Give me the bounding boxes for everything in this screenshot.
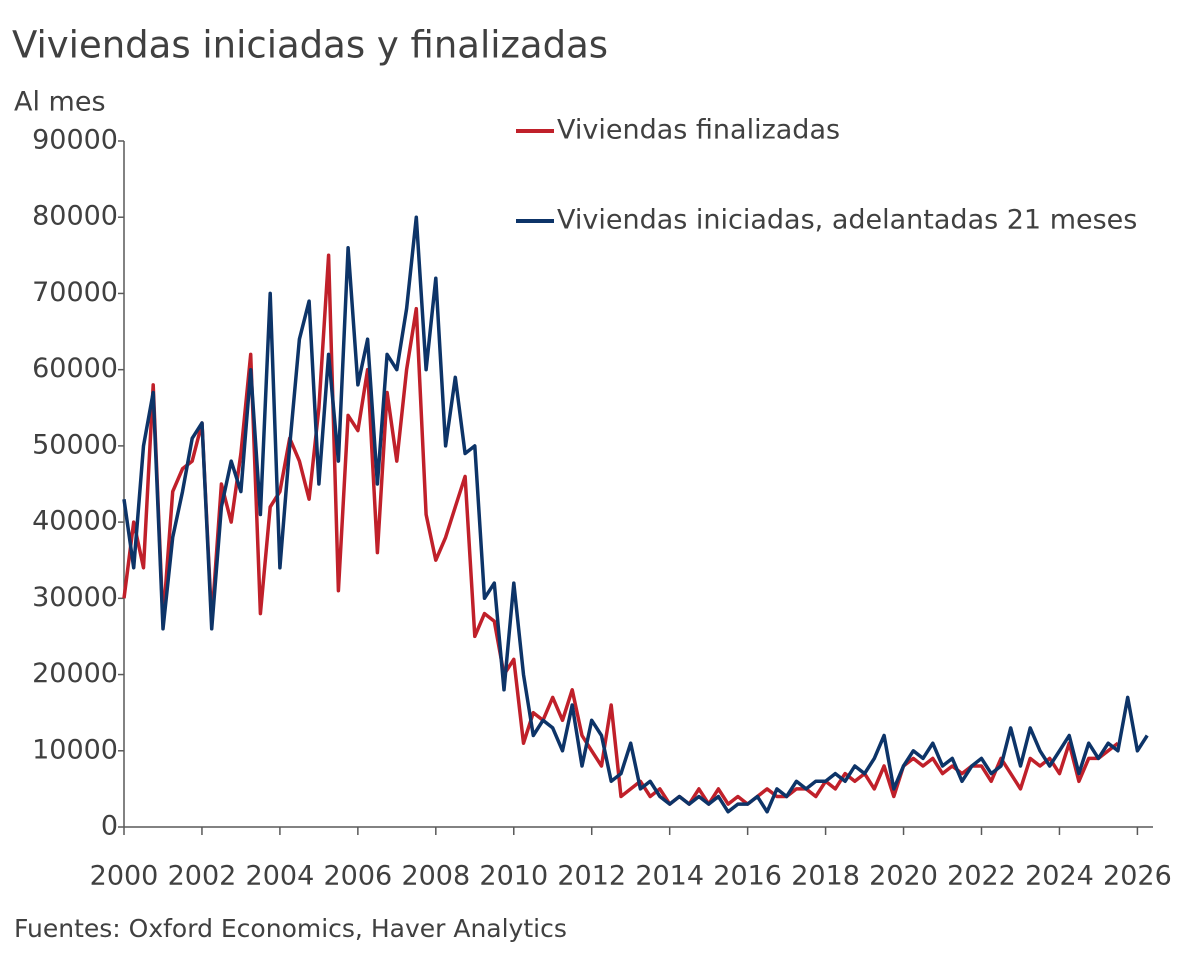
y-tick-label: 90000	[32, 125, 118, 156]
y-tick-label: 70000	[32, 277, 118, 308]
x-tick-label: 2024	[1025, 861, 1094, 892]
x-tick-label: 2018	[791, 861, 860, 892]
legend-label: Viviendas iniciadas, adelantadas 21 mese…	[557, 205, 1137, 236]
y-tick-label: 40000	[32, 506, 118, 537]
y-tick-label: 10000	[32, 734, 118, 765]
source-note: Fuentes: Oxford Economics, Haver Analyti…	[14, 914, 567, 943]
x-tick-label: 2022	[947, 861, 1016, 892]
x-tick-label: 2010	[479, 861, 548, 892]
x-tick-label: 2026	[1103, 861, 1172, 892]
chart-title: Viviendas iniciadas y finalizadas	[12, 24, 608, 67]
x-tick-label: 2016	[713, 861, 782, 892]
y-tick-label: 60000	[32, 353, 118, 384]
y-tick-label: 30000	[32, 582, 118, 613]
x-tick-label: 2000	[90, 861, 159, 892]
x-tick-label: 2012	[557, 861, 626, 892]
y-tick-label: 20000	[32, 658, 118, 689]
y-axis-label: Al mes	[14, 87, 106, 118]
y-tick-label: 50000	[32, 429, 118, 460]
x-tick-label: 2014	[635, 861, 704, 892]
y-tick-label: 0	[101, 811, 118, 842]
y-tick-label: 80000	[32, 201, 118, 232]
x-tick-label: 2006	[324, 861, 393, 892]
x-tick-label: 2008	[401, 861, 470, 892]
x-tick-label: 2004	[246, 861, 315, 892]
x-tick-label: 2020	[869, 861, 938, 892]
x-tick-label: 2002	[168, 861, 237, 892]
data-line	[122, 215, 1149, 814]
legend-label: Viviendas finalizadas	[557, 115, 840, 146]
